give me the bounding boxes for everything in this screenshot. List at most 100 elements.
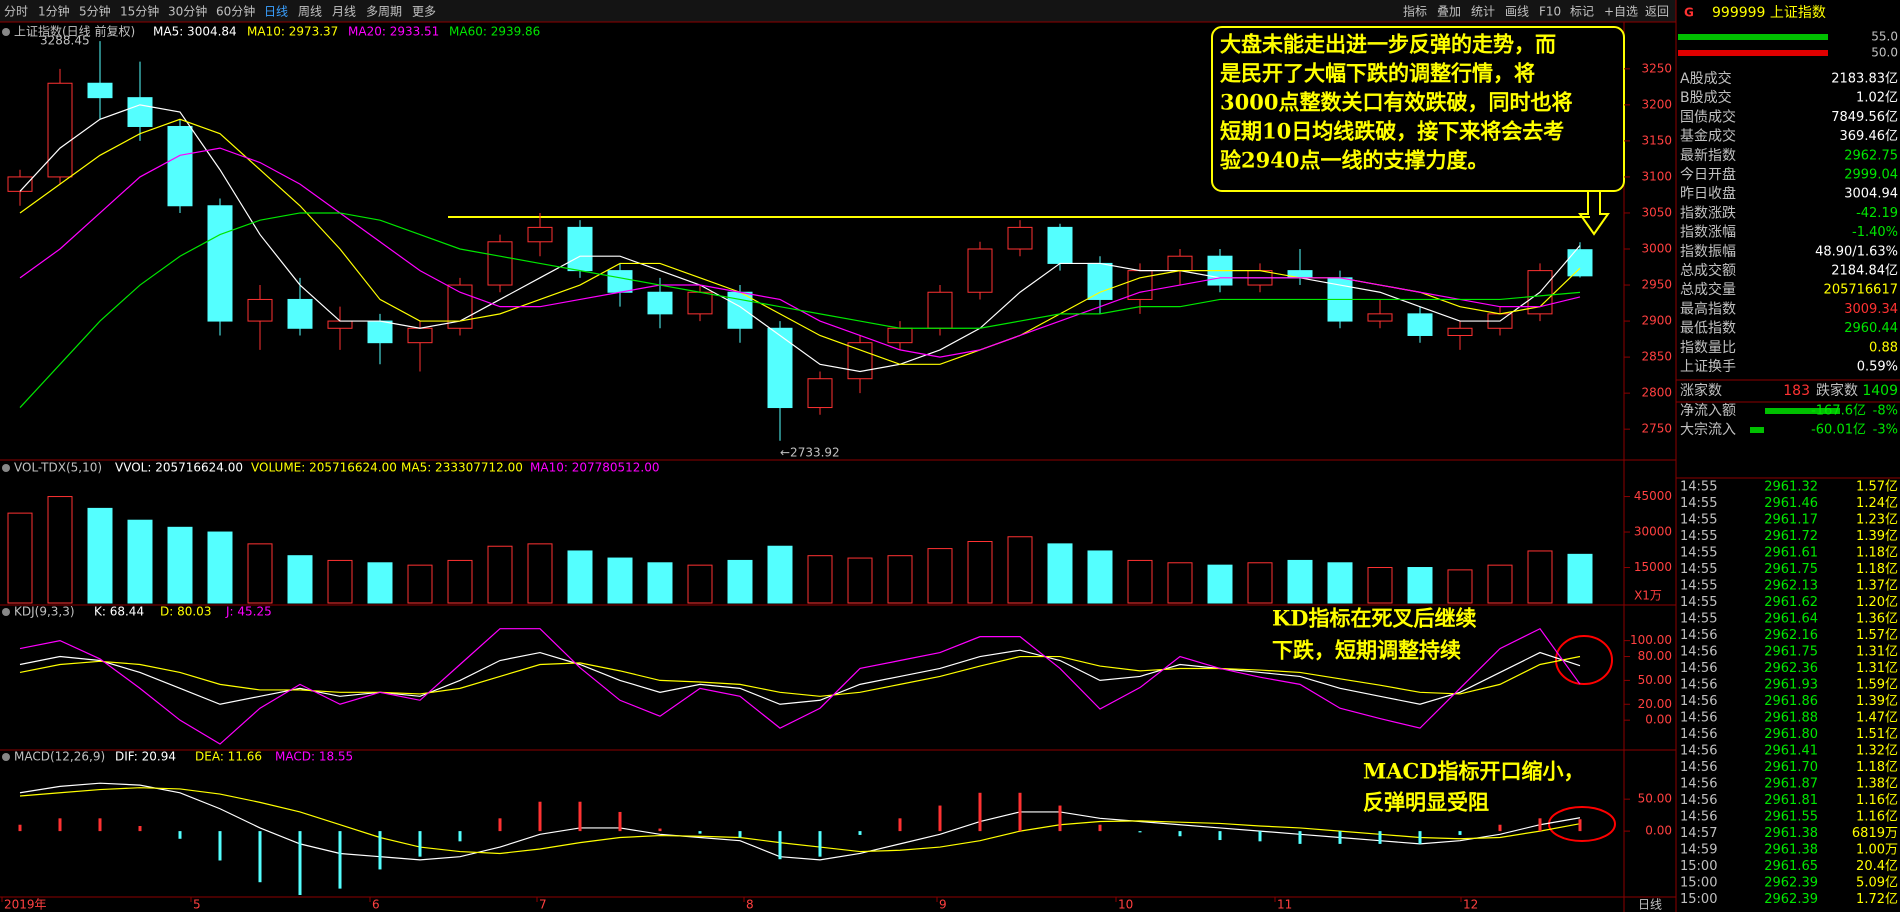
high-label: 3288.45	[40, 34, 90, 48]
quote-value: 2184.84亿	[1831, 264, 1898, 279]
breadth: 183	[1783, 383, 1810, 399]
trade-price: 2961.62	[1764, 595, 1818, 610]
indicator-line	[19, 787, 1581, 855]
toolbar-tab[interactable]: 月线	[332, 5, 356, 19]
x-tick-label: 9	[939, 898, 947, 912]
trade-price: 2961.88	[1764, 711, 1818, 726]
toolbar-button[interactable]: 叠加	[1437, 5, 1461, 19]
quote-value: 0.88	[1869, 340, 1898, 355]
toolbar-tab[interactable]: 30分钟	[168, 4, 207, 19]
toolbar-tab[interactable]: 更多	[412, 5, 436, 19]
indicator-line	[19, 649, 1581, 705]
bar-label: 55.0	[1871, 30, 1898, 44]
trade-volume: 20.4亿	[1856, 859, 1898, 874]
toolbar-tab[interactable]: 5分钟	[79, 4, 111, 19]
callout-text: 3000点整数关口有效跌破，同时也将	[1220, 90, 1572, 115]
trade-price: 2961.80	[1764, 727, 1818, 742]
volume-bar	[1487, 564, 1513, 604]
toolbar-button[interactable]: F10	[1539, 5, 1561, 19]
y-tick-label: 2900	[1641, 314, 1672, 328]
trade-price: 2961.72	[1764, 529, 1818, 544]
trade-time: 14:55	[1680, 529, 1717, 544]
toolbar-tab[interactable]: 1分钟	[38, 4, 70, 19]
trade-volume: 1.47亿	[1856, 711, 1898, 726]
volume-bar	[727, 559, 753, 604]
toolbar-button[interactable]: 标记	[1570, 5, 1594, 19]
breadth: 跌家数	[1816, 382, 1858, 399]
volume-bar	[1287, 559, 1313, 604]
volume-bar	[1167, 562, 1193, 604]
trade-time: 14:56	[1680, 760, 1717, 775]
trade-time: 14:56	[1680, 628, 1717, 643]
y-tick-label: 3000	[1641, 242, 1672, 256]
indicator-line	[19, 782, 1581, 861]
volume-bar	[967, 541, 993, 604]
y-tick-label: 80.00	[1638, 649, 1672, 663]
x-tick-label: 7	[539, 898, 547, 912]
trade-time: 15:00	[1680, 859, 1717, 874]
toolbar-tab[interactable]: 分时	[4, 5, 28, 19]
toolbar-tab[interactable]: 60分钟	[216, 4, 255, 19]
candle-body	[607, 270, 633, 293]
toolbar-button[interactable]: 返回	[1645, 5, 1669, 19]
volume-bar	[767, 545, 793, 604]
trade-price: 2961.32	[1764, 480, 1818, 495]
y-tick-label: 2950	[1641, 278, 1672, 292]
quote-label: 最新指数	[1680, 148, 1736, 164]
code-prefix: G	[1684, 6, 1694, 20]
legend-entry: MACD: 18.55	[275, 750, 353, 764]
panel-title: MACD(12,26,9)	[14, 750, 105, 764]
candle-body	[767, 327, 793, 409]
legend-entry: MA5: 233307712.00	[401, 461, 523, 475]
y-tick-label: 3100	[1641, 169, 1672, 183]
toolbar-tab[interactable]: 日线	[264, 5, 288, 19]
candle-body	[807, 378, 833, 409]
panel-title: VOL-TDX(5,10)	[14, 461, 102, 475]
trade-volume: 1.32亿	[1856, 744, 1898, 759]
legend-entry: K: 68.44	[94, 605, 144, 619]
candle-body	[447, 284, 473, 329]
candle-body	[247, 298, 273, 322]
quote-label: 国债成交	[1680, 108, 1736, 125]
kdj-note: KD指标在死叉后继续	[1272, 606, 1476, 631]
panel-icon	[2, 608, 10, 616]
toolbar-button[interactable]: 统计	[1471, 5, 1495, 19]
quote-label: 昨日收盘	[1680, 185, 1736, 202]
toolbar-button[interactable]: 指标	[1403, 4, 1427, 19]
trade-price: 2961.41	[1764, 744, 1818, 759]
quote-value: 2999.04	[1844, 168, 1898, 183]
volume-bar	[7, 512, 33, 604]
x-tick-label: 2019年	[4, 898, 47, 912]
trade-time: 14:56	[1680, 793, 1717, 808]
trade-time: 15:00	[1680, 892, 1717, 907]
trade-price: 2962.36	[1764, 661, 1818, 676]
toolbar-tab[interactable]: 多周期	[366, 5, 402, 19]
legend-entry: DEA: 11.66	[195, 750, 262, 764]
volume-bar	[567, 550, 593, 604]
toolbar-button[interactable]: 画线	[1505, 5, 1529, 19]
y-tick-label: 3250	[1641, 61, 1672, 75]
quote-label: 指数振幅	[1680, 244, 1736, 260]
x-tick-label: 10	[1118, 898, 1133, 912]
toolbar-tab[interactable]: 15分钟	[120, 4, 159, 19]
panel-icon	[2, 753, 10, 761]
panel-icon	[2, 464, 10, 472]
y-tick-label: 20.00	[1638, 697, 1672, 711]
candle-body	[1047, 226, 1073, 264]
quote-value: 2962.75	[1844, 148, 1898, 163]
bar-indicator	[1678, 34, 1828, 40]
trade-price: 2961.64	[1764, 612, 1818, 627]
x-tick-label: 8	[746, 898, 754, 912]
callout-arrow	[1578, 191, 1610, 236]
indicator-line	[19, 627, 1581, 745]
toolbar-tab[interactable]: 周线	[298, 5, 322, 19]
quote-value: 7849.56亿	[1831, 110, 1898, 125]
trade-volume: 1.51亿	[1856, 727, 1898, 742]
trade-time: 14:55	[1680, 579, 1717, 594]
toolbar-button[interactable]: +自选	[1604, 5, 1638, 19]
candle-body	[1087, 262, 1113, 300]
trade-price: 2961.93	[1764, 678, 1818, 693]
indicator-line	[19, 212, 1581, 408]
trade-volume: 1.23亿	[1856, 513, 1898, 528]
